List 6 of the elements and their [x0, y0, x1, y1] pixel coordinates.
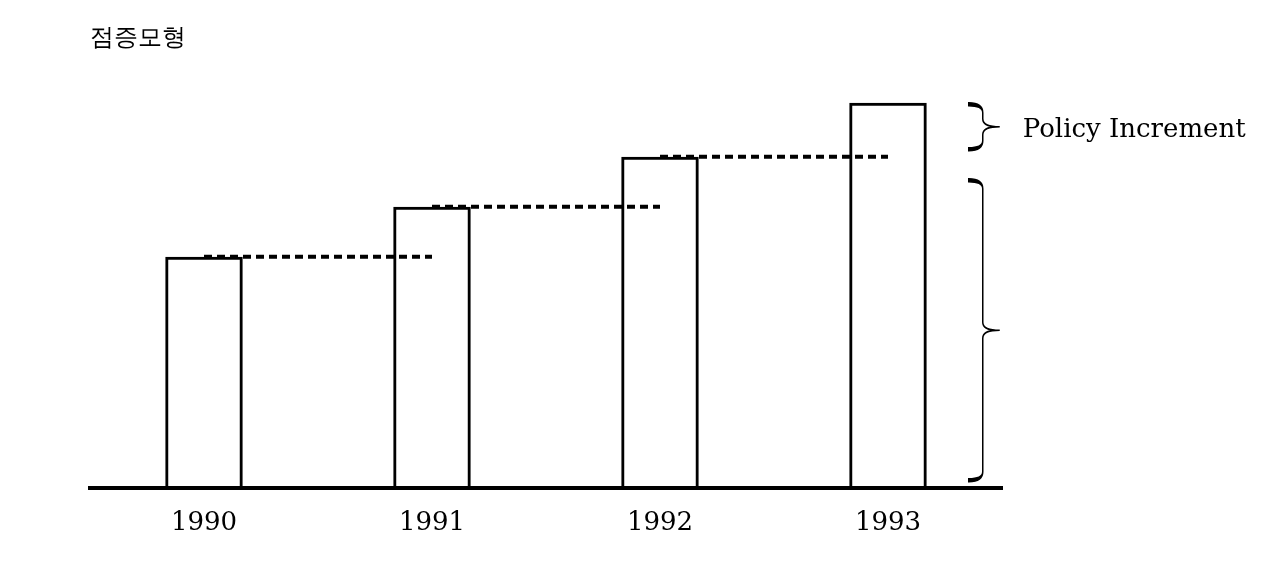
x-tick-label: 1993: [854, 506, 922, 537]
text: Policy Increment: [1022, 112, 1247, 143]
x-tick-label: 1990: [170, 506, 238, 537]
x-tick-label: 1991: [398, 506, 466, 537]
x-tick-label: 1992: [626, 506, 694, 537]
chart-title: 점증모형: [90, 22, 186, 51]
